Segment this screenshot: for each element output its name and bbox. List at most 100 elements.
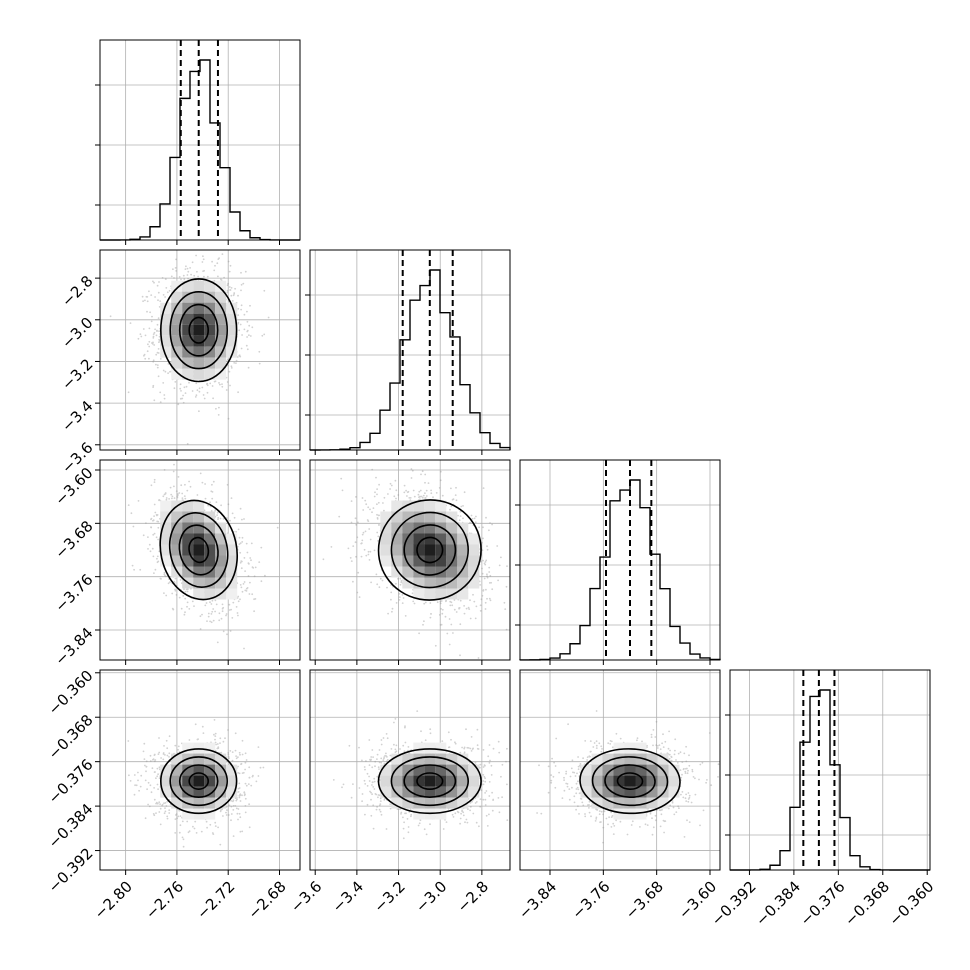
scatter-point — [162, 294, 165, 296]
scatter-point — [454, 494, 457, 496]
scatter-point — [368, 528, 371, 530]
scatter-point — [197, 275, 199, 278]
scatter-point — [248, 334, 250, 337]
scatter-point — [258, 561, 261, 563]
scatter-point — [174, 577, 177, 580]
scatter-point — [374, 491, 376, 494]
scatter-point — [191, 261, 194, 264]
scatter-point — [424, 492, 426, 495]
scatter-point — [237, 322, 239, 325]
scatter-point — [264, 574, 266, 577]
scatter-point — [239, 598, 241, 601]
scatter-point — [249, 335, 252, 337]
scatter-point — [211, 610, 214, 613]
scatter-point — [441, 608, 444, 611]
scatter-point — [198, 387, 201, 390]
scatter-point — [182, 401, 185, 404]
scatter-point — [207, 612, 210, 615]
scatter-point — [156, 330, 158, 332]
scatter-point — [390, 484, 393, 487]
scatter-point — [338, 515, 341, 518]
scatter-point — [376, 488, 378, 490]
scatter-point — [187, 277, 189, 280]
scatter-point — [155, 334, 158, 337]
scatter-point — [247, 575, 250, 577]
scatter-point — [163, 745, 165, 747]
scatter-point — [439, 470, 442, 473]
scatter-point — [441, 494, 444, 497]
scatter-point — [242, 282, 245, 285]
scatter-point — [200, 830, 203, 833]
scatter-point — [165, 594, 168, 597]
scatter-point — [364, 530, 367, 533]
density-cell — [193, 544, 205, 556]
scatter-point — [247, 366, 250, 369]
scatter-point — [196, 389, 199, 392]
scatter-point — [350, 500, 353, 502]
scatter-point — [367, 553, 370, 556]
scatter-point — [479, 610, 482, 612]
scatter-point — [251, 566, 254, 568]
density-cell — [215, 368, 227, 380]
scatter-point — [389, 482, 392, 485]
scatter-point — [149, 550, 152, 553]
scatter-point — [486, 573, 488, 576]
scatter-point — [246, 348, 249, 351]
scatter-point — [220, 504, 222, 507]
scatter-point — [440, 623, 443, 626]
scatter-point — [160, 757, 162, 759]
scatter-point — [148, 345, 151, 348]
density-cell — [204, 324, 216, 336]
scatter-point — [182, 274, 185, 277]
scatter-point — [432, 496, 434, 499]
scatter-point — [174, 267, 177, 269]
scatter-point — [440, 608, 442, 610]
scatter-point — [215, 743, 217, 746]
scatter-point — [375, 573, 378, 576]
density-cell — [171, 280, 183, 292]
scatter-point — [423, 602, 426, 605]
scatter-point — [215, 407, 217, 410]
scatter-point — [482, 487, 485, 489]
scatter-point — [172, 268, 174, 271]
density-cell — [160, 500, 172, 512]
scatter-point — [422, 623, 424, 626]
scatter-point — [376, 583, 379, 586]
scatter-point — [201, 386, 204, 389]
scatter-point — [362, 509, 365, 511]
scatter-point — [175, 258, 177, 261]
scatter-point — [238, 536, 241, 539]
scatter-point — [149, 311, 151, 314]
scatter-point — [258, 350, 261, 353]
scatter-point — [180, 390, 182, 392]
scatter-point — [349, 557, 352, 559]
scatter-point — [186, 274, 189, 276]
scatter-point — [229, 289, 232, 291]
scatter-point — [109, 315, 112, 318]
scatter-point — [148, 543, 151, 546]
scatter-point — [263, 333, 266, 336]
scatter-point — [127, 391, 130, 394]
scatter-point — [155, 812, 157, 814]
scatter-point — [178, 276, 181, 278]
scatter-point — [146, 310, 148, 313]
scatter-point — [260, 580, 263, 583]
scatter-point — [146, 350, 149, 353]
scatter-point — [424, 601, 427, 604]
scatter-point — [152, 533, 155, 536]
scatter-point — [417, 493, 420, 496]
scatter-point — [240, 283, 243, 286]
density-cell — [468, 577, 480, 589]
scatter-point — [171, 497, 173, 500]
density-cell — [204, 555, 216, 567]
scatter-point — [246, 330, 249, 333]
scatter-point — [230, 287, 233, 289]
scatter-point — [173, 485, 175, 488]
density-cell — [171, 368, 183, 380]
scatter-point — [340, 477, 343, 480]
scatter-point — [459, 515, 462, 517]
scatter-point — [169, 370, 171, 373]
density-cell — [457, 544, 469, 556]
scatter-point — [245, 759, 248, 761]
scatter-point — [398, 599, 401, 601]
